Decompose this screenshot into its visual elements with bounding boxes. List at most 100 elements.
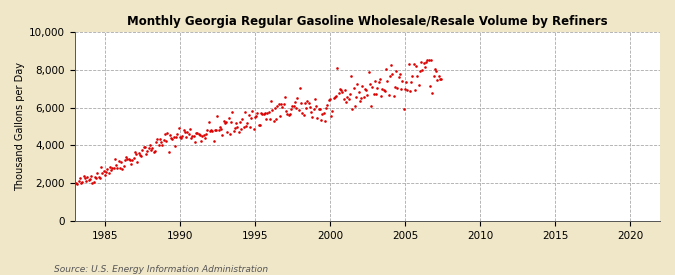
Point: [335, 86, 346, 91]
Point: [142, 149, 153, 153]
Point: [117, 167, 128, 172]
Point: [127, 158, 138, 162]
Point: [99, 173, 110, 178]
Point: [98, 169, 109, 173]
Point: [281, 109, 292, 113]
Point: [205, 129, 215, 133]
Point: [261, 117, 271, 122]
Point: [411, 64, 422, 68]
Point: [183, 131, 194, 136]
Point: [203, 120, 214, 124]
Point: [385, 73, 396, 78]
Point: [103, 170, 114, 175]
Point: [369, 78, 380, 83]
Point: [307, 115, 318, 119]
Point: [319, 119, 330, 123]
Point: [303, 101, 314, 105]
Point: [326, 114, 337, 118]
Point: [144, 142, 155, 147]
Point: [428, 73, 439, 78]
Point: [363, 69, 374, 74]
Point: [108, 166, 119, 170]
Point: [252, 111, 263, 115]
Point: [350, 104, 360, 109]
Text: Source: U.S. Energy Information Administration: Source: U.S. Energy Information Administ…: [54, 265, 268, 274]
Point: [269, 106, 280, 110]
Point: [208, 139, 219, 143]
Point: [316, 118, 327, 122]
Point: [219, 121, 230, 125]
Point: [413, 83, 424, 87]
Point: [360, 88, 371, 92]
Point: [106, 167, 117, 172]
Point: [298, 112, 309, 117]
Point: [306, 110, 317, 115]
Point: [358, 95, 369, 99]
Point: [284, 112, 295, 117]
Point: [247, 109, 258, 113]
Point: [132, 160, 142, 164]
Point: [200, 135, 211, 140]
Point: [389, 84, 400, 89]
Point: [417, 67, 428, 72]
Point: [236, 127, 246, 131]
Point: [356, 95, 367, 100]
Point: [165, 136, 176, 140]
Point: [304, 105, 315, 109]
Point: [187, 133, 198, 138]
Point: [133, 151, 144, 155]
Point: [351, 95, 362, 99]
Point: [379, 89, 390, 93]
Point: [177, 134, 188, 139]
Point: [115, 166, 126, 170]
Point: [327, 109, 338, 113]
Point: [95, 175, 105, 180]
Point: [284, 113, 294, 117]
Point: [221, 120, 232, 125]
Point: [136, 153, 146, 158]
Point: [237, 117, 248, 122]
Point: [234, 130, 244, 135]
Point: [198, 133, 209, 138]
Point: [121, 155, 132, 160]
Point: [131, 152, 142, 156]
Point: [153, 142, 164, 147]
Point: [112, 166, 123, 170]
Point: [262, 111, 273, 116]
Point: [163, 149, 174, 154]
Point: [182, 129, 193, 134]
Point: [165, 133, 176, 137]
Point: [435, 76, 446, 81]
Point: [143, 146, 154, 150]
Point: [158, 138, 169, 142]
Point: [275, 114, 286, 119]
Point: [162, 131, 173, 135]
Point: [418, 61, 429, 65]
Point: [157, 143, 168, 148]
Point: [357, 83, 368, 88]
Point: [169, 144, 180, 148]
Point: [225, 132, 236, 136]
Point: [178, 127, 189, 132]
Point: [171, 135, 182, 139]
Point: [118, 164, 129, 169]
Point: [347, 107, 358, 111]
Point: [134, 153, 145, 157]
Point: [265, 116, 275, 121]
Point: [151, 140, 161, 144]
Point: [288, 104, 299, 109]
Point: [231, 121, 242, 126]
Point: [310, 103, 321, 108]
Point: [223, 116, 234, 120]
Point: [397, 79, 408, 83]
Point: [267, 108, 278, 112]
Point: [360, 87, 371, 91]
Point: [282, 112, 293, 117]
Point: [372, 86, 383, 90]
Point: [109, 157, 120, 161]
Point: [256, 111, 267, 116]
Point: [335, 87, 346, 92]
Point: [340, 88, 350, 92]
Point: [394, 72, 405, 76]
Point: [242, 120, 252, 125]
